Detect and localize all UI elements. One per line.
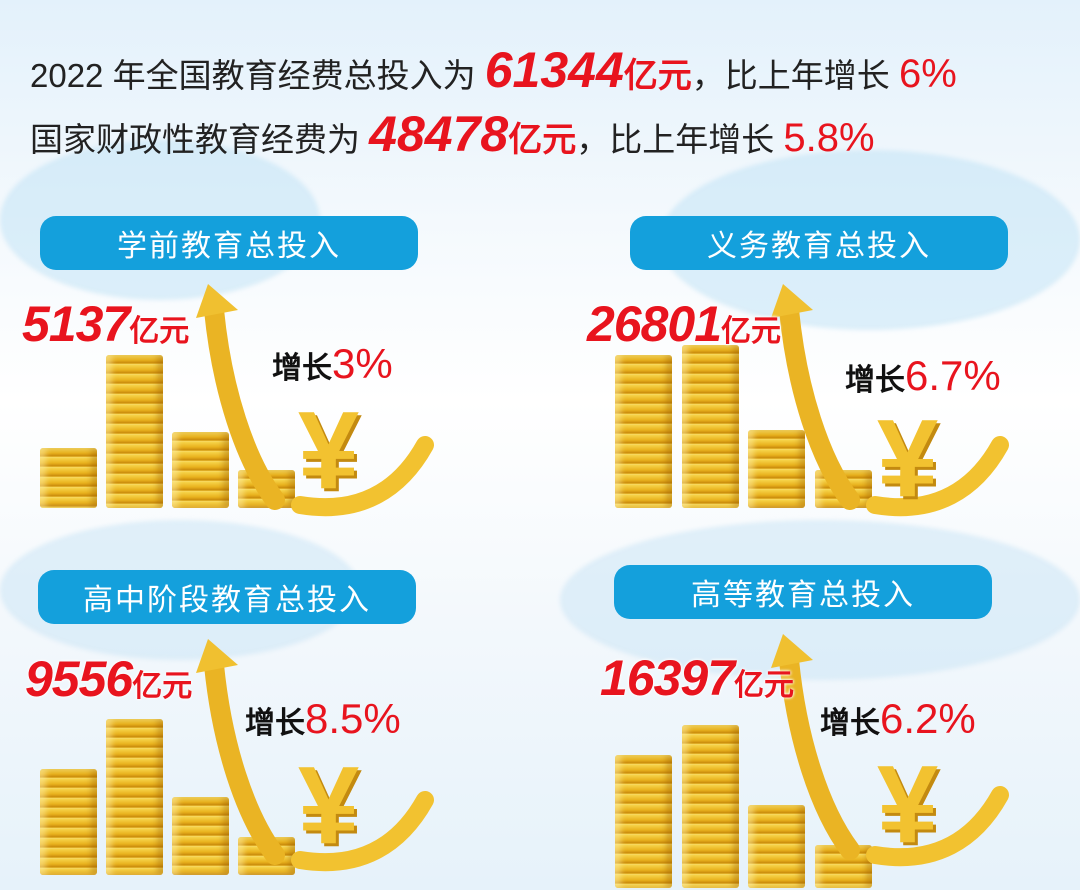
panel-preschool: 学前教育总投入 5137亿元 增长3% ¥ <box>0 200 440 520</box>
coin-stack <box>748 430 805 508</box>
up-arrow-icon <box>771 284 1009 517</box>
panel-title-banner: 学前教育总投入 <box>40 216 418 270</box>
panel-compulsory: 义务教育总投入 26801亿元 增长6.7% ¥ <box>575 200 1015 520</box>
amount-value: 9556亿元 <box>25 651 193 707</box>
growth-rate: 增长6.7% <box>845 352 1001 399</box>
yen-icon: ¥ <box>877 397 939 520</box>
coin-stack <box>40 769 97 875</box>
growth-rate: 增长8.5% <box>245 695 401 742</box>
coin-stack <box>682 345 739 508</box>
amount-value: 16397亿元 <box>600 650 795 706</box>
up-arrow-icon <box>196 284 434 517</box>
yen-icon: ¥ <box>298 744 360 867</box>
coin-stack <box>682 725 739 888</box>
growth-rate: 增长6.2% <box>820 695 976 742</box>
yen-icon: ¥ <box>298 389 360 512</box>
coin-stack <box>172 797 229 875</box>
panel-title-banner: 义务教育总投入 <box>630 216 1008 270</box>
up-arrow-icon <box>771 634 1009 867</box>
panel-higher-education: 高等教育总投入 16397亿元 增长6.2% ¥ <box>575 550 1015 888</box>
coin-stack <box>40 448 97 508</box>
coin-stack <box>615 355 672 508</box>
growth-rate: 增长3% <box>272 340 393 387</box>
amount-value: 26801亿元 <box>587 296 782 352</box>
amount-value: 5137亿元 <box>22 296 190 352</box>
headline-fiscal: 国家财政性教育经费为 48478亿元，比上年增长 5.8% <box>30 106 875 162</box>
coin-stack <box>615 755 672 888</box>
coin-stack <box>106 355 163 508</box>
coin-stack <box>172 432 229 508</box>
panel-title-banner: 高中阶段教育总投入 <box>38 570 416 624</box>
headline-total: 2022 年全国教育经费总投入为 61344亿元，比上年增长 6% <box>30 42 957 98</box>
panel-high-school: 高中阶段教育总投入 9556亿元 增长8.5% ¥ <box>0 555 440 875</box>
panel-title-banner: 高等教育总投入 <box>614 565 992 619</box>
coin-stack <box>106 719 163 875</box>
coin-stack <box>748 805 805 888</box>
yen-icon: ¥ <box>877 743 939 866</box>
up-arrow-icon <box>196 639 434 872</box>
